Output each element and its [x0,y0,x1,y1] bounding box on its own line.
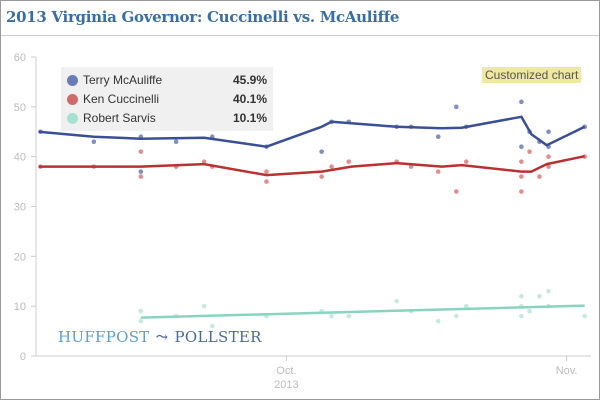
poll-point [546,129,551,135]
poll-point [519,293,524,299]
poll-point [209,323,215,329]
poll-point [138,318,144,324]
poll-point [394,298,399,304]
poll-point [138,174,144,179]
poll-point [264,179,269,184]
poll-point [537,293,542,299]
logo-right: POLLSTER [174,328,262,346]
x-tick-sublabel: 2013 [274,379,298,391]
poll-point [329,313,334,319]
poll-point [319,149,324,154]
y-tick-label: 20 [14,251,26,263]
legend-value: 40.1% [232,92,267,106]
poll-point [329,164,334,169]
trend-line [38,115,586,148]
legend-label: Robert Sarvis [83,111,156,125]
poll-point [546,154,551,159]
title-divider [1,35,599,36]
x-tick-label: Nov. [556,365,578,377]
poll-point [435,134,441,140]
huffpost-pollster-logo: HUFFPOST ⤳ POLLSTER [58,328,262,346]
poll-point [138,169,144,174]
poll-point [346,313,352,319]
poll-point [173,139,179,145]
legend-value: 45.9% [232,73,267,87]
poll-point [463,159,469,164]
legend-dot-icon [67,113,78,124]
poll-point [454,313,459,319]
legend-value: 10.1% [232,111,267,125]
legend-dot-icon [67,94,78,105]
y-tick-label: 40 [14,152,26,164]
poll-point [454,104,459,110]
logo-bird-icon: ⤳ [155,328,169,346]
trend-line [38,154,585,177]
poll-point [537,174,542,179]
poll-point [201,159,207,164]
poll-point [91,139,97,145]
poll-point [546,288,551,294]
poll-point [435,169,441,174]
poll-point [546,164,551,169]
legend-label: Terry McAuliffe [83,73,163,87]
poll-point [346,159,352,164]
legend-item-sarvis[interactable]: Robert Sarvis 10.1% [67,110,267,128]
legend: Terry McAuliffe 45.9% Ken Cuccinelli 40.… [61,67,273,131]
legend-label: Ken Cuccinelli [83,92,160,106]
trend-line [140,304,585,319]
poll-point [319,174,324,179]
y-tick-label: 30 [14,202,26,214]
customized-chart-badge[interactable]: Customized chart [482,67,582,83]
legend-dot-icon [67,75,78,86]
poll-point [463,303,469,309]
poll-point [519,159,524,164]
chart-title: 2013 Virginia Governor: Cuccinelli vs. M… [6,8,400,26]
logo-left: HUFFPOST [58,328,150,346]
poll-point [527,308,532,314]
y-tick-label: 0 [20,351,26,363]
poll-point [435,318,441,324]
poll-point [519,313,524,319]
poll-point [519,144,524,149]
poll-point [519,189,524,194]
legend-item-cuccinelli[interactable]: Ken Cuccinelli 40.1% [67,91,267,109]
poll-point [454,189,459,194]
poll-point [264,169,269,174]
legend-item-mcauliffe[interactable]: Terry McAuliffe 45.9% [67,72,267,90]
poll-point [527,149,532,154]
y-tick-label: 10 [14,301,26,313]
poll-point [138,308,144,314]
y-tick-label: 50 [14,102,26,114]
poll-point [519,174,524,179]
y-tick-label: 60 [14,52,26,64]
x-tick-label: Oct. [276,365,296,377]
poll-point [201,303,207,309]
poll-point [519,99,524,105]
poll-point [138,149,144,154]
poll-point [582,313,587,319]
